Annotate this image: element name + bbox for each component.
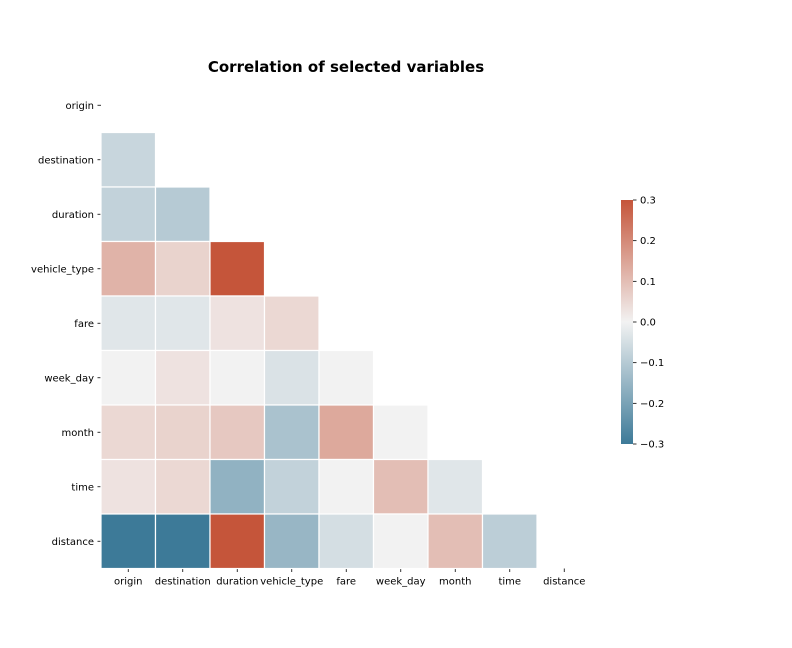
x-tick-label: time xyxy=(498,577,521,588)
y-axis: origin destination duration vehicle_typefar… xyxy=(31,101,101,548)
colorbar-tick-label: 0.1 xyxy=(640,277,656,288)
cell-time-destination xyxy=(154,458,211,515)
cell-month-origin xyxy=(100,404,157,461)
colorbar-tick-label: 0.2 xyxy=(640,236,656,247)
x-tick-label: vehicle_type xyxy=(260,577,323,588)
cell-distance-fare xyxy=(318,513,375,570)
x-tick-label: week_day xyxy=(376,577,426,588)
y-tick-label: distance xyxy=(52,537,94,548)
cell-distance-month xyxy=(427,513,484,570)
cell-fare-origin xyxy=(100,295,157,352)
cell-fare-vehicle_type xyxy=(263,295,320,352)
x-tick-label: fare xyxy=(336,577,356,588)
cell-distance-week_day xyxy=(372,513,429,570)
x-tick-label: month xyxy=(439,577,471,588)
cell-vehicle_type-duration xyxy=(209,240,266,297)
colorbar-tick-label: −0.3 xyxy=(640,440,664,451)
cell-time-fare xyxy=(318,458,375,515)
cell-week_day-origin xyxy=(100,349,157,406)
y-tick-label: month xyxy=(62,428,94,439)
cell-distance-duration xyxy=(209,513,266,570)
colorbar: 0.3 0.2 0.1 0.0 −0.1 −0.2 −0.3 xyxy=(621,196,664,451)
cell-fare-duration xyxy=(209,295,266,352)
y-tick-label: origin xyxy=(66,101,94,112)
cell-distance-vehicle_type xyxy=(263,513,320,570)
cell-vehicle_type-origin xyxy=(100,240,157,297)
y-tick-label: fare xyxy=(74,319,94,330)
cell-week_day-vehicle_type xyxy=(263,349,320,406)
cell-week_day-destination xyxy=(154,349,211,406)
chart-title: Correlation of selected variables xyxy=(208,58,484,76)
colorbar-ticks: 0.3 0.2 0.1 0.0 −0.1 −0.2 −0.3 xyxy=(633,196,664,451)
x-axis: origin destination duration vehicle_type far… xyxy=(114,568,585,588)
colorbar-tick-label: −0.2 xyxy=(640,399,664,410)
x-tick-label: destination xyxy=(155,577,211,588)
x-tick-label: origin xyxy=(114,577,142,588)
x-tick-label: duration xyxy=(216,577,258,588)
colorbar-gradient xyxy=(621,200,633,444)
heatmap-cells xyxy=(100,131,538,570)
cell-destination-origin xyxy=(100,131,157,188)
cell-duration-origin xyxy=(100,186,157,243)
x-tick-label: distance xyxy=(543,577,585,588)
cell-month-vehicle_type xyxy=(263,404,320,461)
y-tick-label: vehicle_type xyxy=(31,264,94,275)
y-tick-label: duration xyxy=(52,210,94,221)
cell-week_day-fare xyxy=(318,349,375,406)
cell-duration-destination xyxy=(154,186,211,243)
cell-time-vehicle_type xyxy=(263,458,320,515)
cell-month-duration xyxy=(209,404,266,461)
cell-fare-destination xyxy=(154,295,211,352)
colorbar-tick-label: −0.1 xyxy=(640,358,664,369)
colorbar-tick-label: 0.3 xyxy=(640,196,656,207)
y-tick-label: week_day xyxy=(44,373,94,384)
colorbar-tick-label: 0.0 xyxy=(640,318,656,329)
cell-distance-time xyxy=(481,513,538,570)
cell-month-week_day xyxy=(372,404,429,461)
cell-time-week_day xyxy=(372,458,429,515)
cell-time-duration xyxy=(209,458,266,515)
y-tick-label: time xyxy=(71,482,94,493)
y-tick-label: destination xyxy=(38,155,94,166)
cell-vehicle_type-destination xyxy=(154,240,211,297)
cell-time-month xyxy=(427,458,484,515)
cell-distance-origin xyxy=(100,513,157,570)
cell-week_day-duration xyxy=(209,349,266,406)
cell-time-origin xyxy=(100,458,157,515)
cell-month-destination xyxy=(154,404,211,461)
cell-month-fare xyxy=(318,404,375,461)
cell-distance-destination xyxy=(154,513,211,570)
